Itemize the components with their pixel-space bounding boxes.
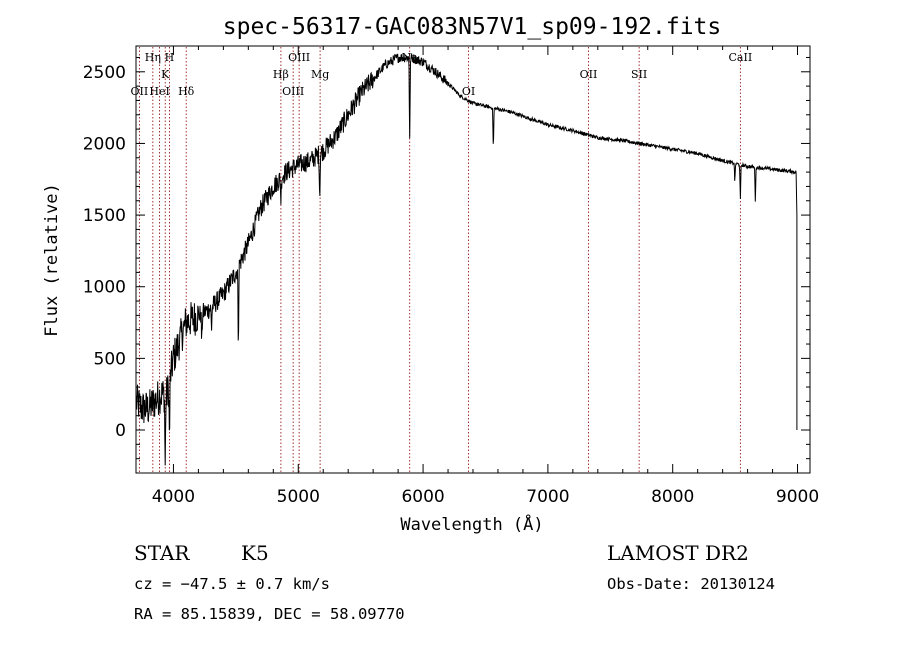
object-class: STAR <box>134 541 190 565</box>
spectral-line-label: K <box>161 68 170 81</box>
y-tick-label: 2500 <box>83 63 126 83</box>
x-tick-label: 7000 <box>526 487 569 507</box>
x-axis: 4000 5000 6000 7000 8000 9000 <box>152 46 819 507</box>
spectrum-line <box>135 53 798 466</box>
observation-date: Obs-Date: 20130124 <box>607 575 775 593</box>
spectral-line-markers <box>138 47 741 472</box>
coordinates: RA = 85.15839, DEC = 58.09770 <box>134 605 405 623</box>
spectral-line-label: OII <box>580 68 598 81</box>
spectral-line-label: HeI <box>149 85 169 98</box>
y-tick-label: 0 <box>115 421 126 441</box>
y-tick-label: 500 <box>94 349 126 369</box>
chart-title: spec-56317-GAC083N57V1_sp09-192.fits <box>223 14 722 40</box>
object-subclass: K5 <box>241 541 269 565</box>
spectral-line-label: OIII <box>282 85 304 98</box>
x-tick-label: 5000 <box>277 487 320 507</box>
x-axis-label: Wavelength (Å) <box>400 513 543 535</box>
spectral-line-label: OII <box>131 85 149 98</box>
y-axis: 0 500 1000 1500 2000 2500 <box>83 56 810 460</box>
plot-frame <box>135 45 811 474</box>
survey-name: LAMOST DR2 <box>607 541 749 565</box>
spectral-line-label: OIII <box>288 51 310 64</box>
spectral-line-label: Mg <box>311 68 329 81</box>
spectral-line-label: SII <box>631 68 647 81</box>
x-tick-label: 6000 <box>401 487 444 507</box>
y-tick-label: 1500 <box>83 206 126 226</box>
spectral-line-label: OI <box>462 85 475 98</box>
y-tick-label: 1000 <box>83 278 126 298</box>
spectral-line-label: Hβ <box>273 68 289 81</box>
y-tick-label: 2000 <box>83 134 126 154</box>
x-tick-label: 8000 <box>651 487 694 507</box>
spectral-line-label: Hδ <box>178 85 195 98</box>
spectral-line-label: H <box>165 51 175 64</box>
spectral-line-label: CaII <box>729 51 753 64</box>
redshift-velocity: cz = −47.5 ± 0.7 km/s <box>134 575 330 593</box>
x-tick-label: 9000 <box>776 487 819 507</box>
y-axis-label: Flux (relative) <box>42 183 62 337</box>
spectral-line-label: Hη <box>145 51 161 64</box>
x-tick-label: 4000 <box>152 487 195 507</box>
